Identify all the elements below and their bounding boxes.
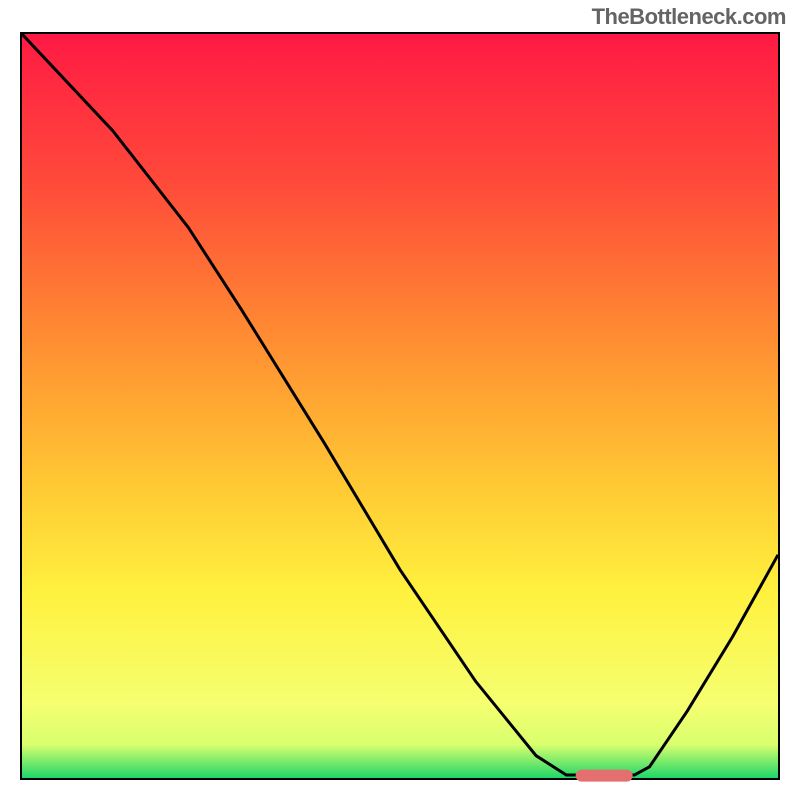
optimum-marker	[576, 769, 633, 782]
watermark-text: TheBottleneck.com	[592, 4, 786, 30]
bottleneck-curve	[22, 34, 778, 778]
chart-plot-area	[20, 32, 780, 780]
